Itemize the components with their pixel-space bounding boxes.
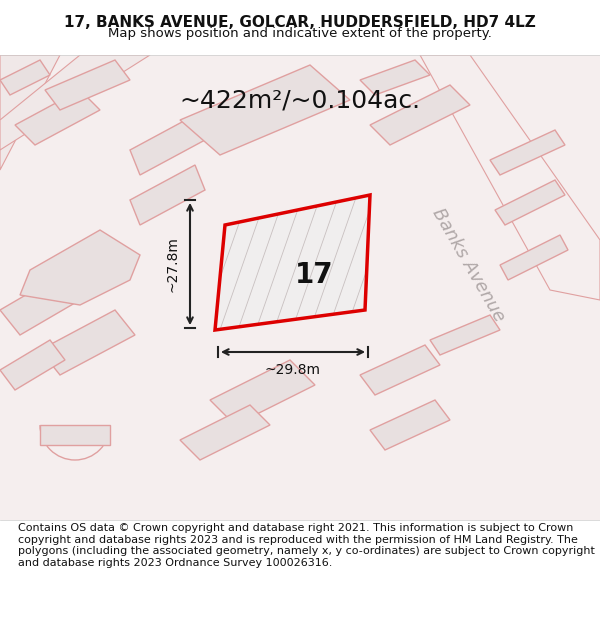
- Text: 17, BANKS AVENUE, GOLCAR, HUDDERSFIELD, HD7 4LZ: 17, BANKS AVENUE, GOLCAR, HUDDERSFIELD, …: [64, 16, 536, 31]
- Text: ~29.8m: ~29.8m: [265, 363, 321, 377]
- Polygon shape: [40, 425, 110, 445]
- Polygon shape: [15, 90, 100, 145]
- Polygon shape: [180, 405, 270, 460]
- Polygon shape: [495, 180, 565, 225]
- Polygon shape: [420, 55, 600, 300]
- Polygon shape: [360, 60, 430, 95]
- Polygon shape: [215, 195, 370, 330]
- Polygon shape: [130, 165, 205, 225]
- Text: ~422m²/~0.104ac.: ~422m²/~0.104ac.: [179, 88, 421, 112]
- Polygon shape: [0, 340, 65, 390]
- Polygon shape: [490, 130, 565, 175]
- Polygon shape: [210, 360, 315, 425]
- Polygon shape: [40, 310, 135, 375]
- Polygon shape: [20, 230, 140, 305]
- Polygon shape: [430, 315, 500, 355]
- Polygon shape: [45, 60, 130, 110]
- Polygon shape: [370, 400, 450, 450]
- Polygon shape: [0, 55, 150, 150]
- Polygon shape: [130, 115, 205, 175]
- Text: ~27.8m: ~27.8m: [165, 236, 179, 292]
- Polygon shape: [370, 85, 470, 145]
- Text: Banks Avenue: Banks Avenue: [428, 205, 508, 325]
- Polygon shape: [0, 60, 50, 95]
- Polygon shape: [0, 275, 80, 335]
- Polygon shape: [360, 345, 440, 395]
- Text: Contains OS data © Crown copyright and database right 2021. This information is : Contains OS data © Crown copyright and d…: [18, 523, 595, 568]
- Polygon shape: [0, 55, 60, 170]
- Polygon shape: [180, 65, 350, 155]
- Text: Map shows position and indicative extent of the property.: Map shows position and indicative extent…: [108, 27, 492, 39]
- Text: 17: 17: [295, 261, 333, 289]
- Polygon shape: [500, 235, 568, 280]
